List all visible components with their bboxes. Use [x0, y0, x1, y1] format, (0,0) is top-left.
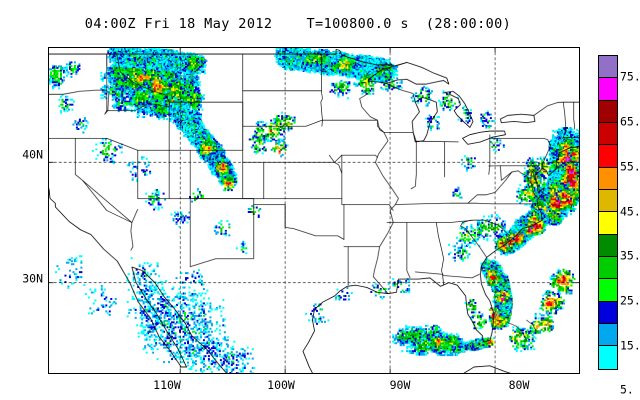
- colorbar-tick-label: 25.: [620, 293, 640, 308]
- colorbar-tick-label: 65.: [620, 114, 640, 129]
- colorbar-segment: [599, 234, 617, 258]
- x-axis-tick-80w: 80W: [508, 378, 530, 392]
- colorbar-segment: [599, 212, 617, 235]
- colorbar: [598, 55, 618, 370]
- x-axis-tick-90w: 90W: [389, 378, 411, 392]
- colorbar-segment: [599, 279, 617, 302]
- colorbar-segment: [599, 100, 617, 124]
- colorbar-tick-label: 75.: [620, 69, 640, 84]
- colorbar-tick-label: 55.: [620, 159, 640, 174]
- colorbar-segment: [599, 123, 617, 146]
- colorbar-segment: [599, 301, 617, 325]
- x-axis-tick-110w: 110W: [153, 378, 181, 392]
- map-frame: [48, 47, 580, 374]
- colorbar-segment: [599, 257, 617, 280]
- y-axis-tick-30n: 30N: [22, 271, 43, 286]
- colorbar-segment: [599, 145, 617, 168]
- colorbar-segment: [599, 78, 617, 101]
- colorbar-tick-label: 15.: [620, 338, 640, 353]
- colorbar-tick-label: 5.: [620, 382, 634, 397]
- colorbar-segment: [599, 167, 617, 191]
- x-axis-tick-100w: 100W: [267, 378, 295, 392]
- colorbar-tick-label: 45.: [620, 204, 640, 218]
- reflectivity-map-canvas: [49, 48, 579, 373]
- y-axis-tick-40n: 40N: [22, 147, 43, 162]
- plot-title: 04:00Z Fri 18 May 2012 T=100800.0 s (28:…: [84, 16, 512, 32]
- colorbar-segment: [599, 190, 617, 213]
- colorbar-segment: [599, 56, 617, 79]
- colorbar-segment: [599, 346, 617, 369]
- colorbar-tick-label: 35.: [620, 248, 640, 263]
- colorbar-segment: [599, 324, 617, 347]
